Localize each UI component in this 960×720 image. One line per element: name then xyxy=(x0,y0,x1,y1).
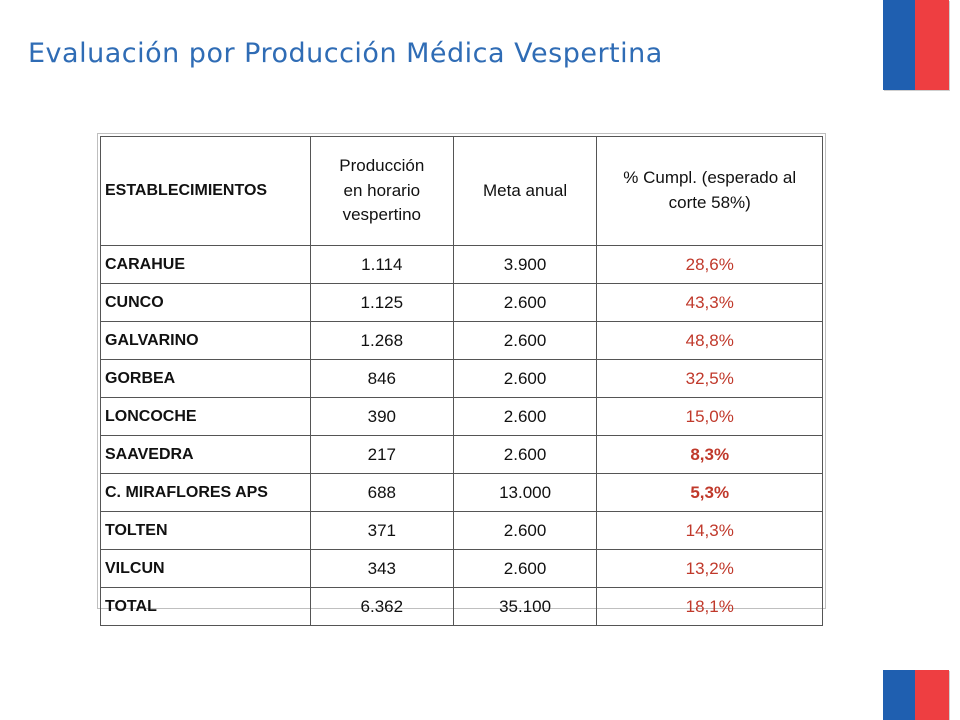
cell-meta-anual: 35.100 xyxy=(452,587,598,626)
cell-meta-anual: 3.900 xyxy=(452,245,598,284)
table-row: CUNCO 1.125 2.600 43,3% xyxy=(100,283,823,322)
header-produccion: Producción en horario vespertino xyxy=(309,136,454,246)
cell-meta-anual: 2.600 xyxy=(452,511,598,550)
cell-establecimiento: LONCOCHE xyxy=(100,397,311,436)
header-produccion-line: Producción xyxy=(339,156,425,176)
cell-meta-anual: 2.600 xyxy=(452,397,598,436)
cell-establecimiento: VILCUN xyxy=(100,549,311,588)
flag-blue-block xyxy=(883,0,915,90)
header-produccion-line: en horario xyxy=(343,180,421,200)
cell-meta-anual: 2.600 xyxy=(452,549,598,588)
cell-cumplimiento: 18,1% xyxy=(596,587,823,626)
cell-cumplimiento: 13,2% xyxy=(596,549,823,588)
cell-meta-anual: 2.600 xyxy=(452,283,598,322)
cell-establecimiento: C. MIRAFLORES APS xyxy=(100,473,311,512)
cell-establecimiento: GALVARINO xyxy=(100,321,311,360)
cell-meta-anual: 13.000 xyxy=(452,473,598,512)
production-table: ESTABLECIMIENTOS Producción en horario v… xyxy=(100,136,823,626)
cell-produccion: 1.268 xyxy=(309,321,454,360)
cell-establecimiento: TOLTEN xyxy=(100,511,311,550)
flag-stripe-bottom xyxy=(883,670,949,720)
cell-produccion: 217 xyxy=(309,435,454,474)
table-row: CARAHUE 1.114 3.900 28,6% xyxy=(100,245,823,284)
header-cumplimiento-line: % Cumpl. (esperado al xyxy=(623,168,797,188)
table-row: TOLTEN 371 2.600 14,3% xyxy=(100,511,823,550)
table-row: C. MIRAFLORES APS 688 13.000 5,3% xyxy=(100,473,823,512)
cell-meta-anual: 2.600 xyxy=(452,435,598,474)
header-meta-anual: Meta anual xyxy=(452,136,598,246)
cell-establecimiento: TOTAL xyxy=(100,587,311,626)
slide-title: Evaluación por Producción Médica Vespert… xyxy=(28,38,663,69)
table-row: GALVARINO 1.268 2.600 48,8% xyxy=(100,321,823,360)
header-cumplimiento: % Cumpl. (esperado al corte 58%) xyxy=(596,136,823,246)
header-produccion-line: vespertino xyxy=(342,205,422,225)
flag-red-block xyxy=(915,0,949,90)
production-table-image: ESTABLECIMIENTOS Producción en horario v… xyxy=(97,133,826,626)
header-establecimientos: ESTABLECIMIENTOS xyxy=(100,136,311,246)
cell-produccion: 688 xyxy=(309,473,454,512)
cell-cumplimiento: 43,3% xyxy=(596,283,823,322)
cell-cumplimiento: 32,5% xyxy=(596,359,823,398)
flag-stripe-top xyxy=(883,0,949,90)
table-row: GORBEA 846 2.600 32,5% xyxy=(100,359,823,398)
table-row-total: TOTAL 6.362 35.100 18,1% xyxy=(100,587,823,626)
cell-meta-anual: 2.600 xyxy=(452,359,598,398)
table-row: VILCUN 343 2.600 13,2% xyxy=(100,549,823,588)
cell-produccion: 1.125 xyxy=(309,283,454,322)
cell-cumplimiento: 15,0% xyxy=(596,397,823,436)
cell-produccion: 343 xyxy=(309,549,454,588)
cell-produccion: 390 xyxy=(309,397,454,436)
cell-establecimiento: CARAHUE xyxy=(100,245,311,284)
cell-cumplimiento: 14,3% xyxy=(596,511,823,550)
header-cumplimiento-line: corte 58%) xyxy=(668,193,751,212)
cell-cumplimiento: 28,6% xyxy=(596,245,823,284)
table-body: CARAHUE 1.114 3.900 28,6% CUNCO 1.125 2.600 43,… xyxy=(100,245,823,626)
cell-cumplimiento: 5,3% xyxy=(596,473,823,512)
cell-cumplimiento: 48,8% xyxy=(596,321,823,360)
cell-produccion: 846 xyxy=(309,359,454,398)
cell-establecimiento: GORBEA xyxy=(100,359,311,398)
table-row: LONCOCHE 390 2.600 15,0% xyxy=(100,397,823,436)
cell-establecimiento: SAAVEDRA xyxy=(100,435,311,474)
table-row: SAAVEDRA 217 2.600 8,3% xyxy=(100,435,823,474)
cell-produccion: 6.362 xyxy=(309,587,454,626)
flag-red-block xyxy=(915,670,949,720)
cell-meta-anual: 2.600 xyxy=(452,321,598,360)
cell-establecimiento: CUNCO xyxy=(100,283,311,322)
table-header-row: ESTABLECIMIENTOS Producción en horario v… xyxy=(100,136,823,246)
flag-blue-block xyxy=(883,670,915,720)
cell-cumplimiento: 8,3% xyxy=(596,435,823,474)
cell-produccion: 371 xyxy=(309,511,454,550)
cell-produccion: 1.114 xyxy=(309,245,454,284)
